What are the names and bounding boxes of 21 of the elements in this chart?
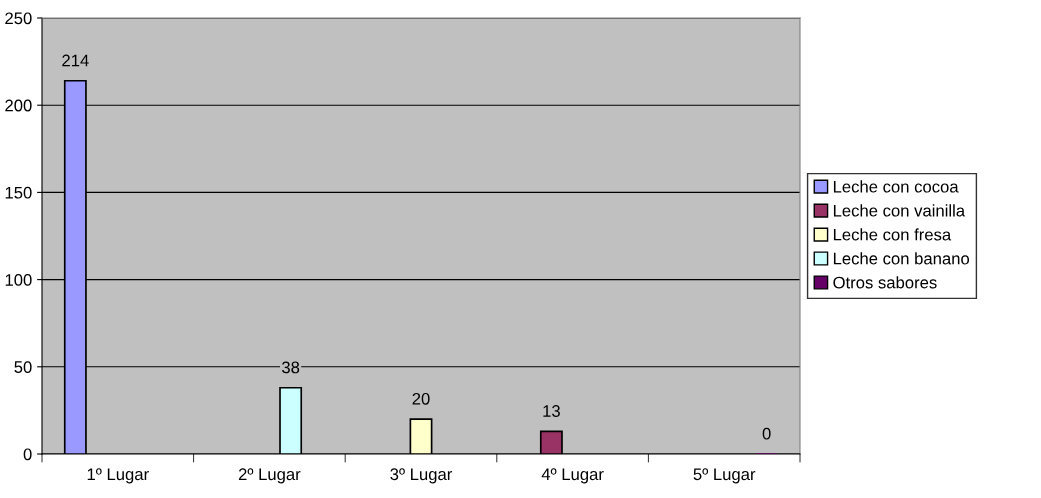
data-label: 20 bbox=[412, 392, 430, 405]
x-tick-label: 1º Lugar bbox=[87, 468, 149, 484]
x-tick-label: 4º Lugar bbox=[541, 468, 604, 484]
y-tick-label: 250 bbox=[5, 12, 32, 25]
data-label: 0 bbox=[762, 427, 771, 440]
legend-label: Leche con banano bbox=[833, 252, 970, 265]
x-tick-label: 5º Lugar bbox=[693, 468, 756, 484]
y-tick-label: 0 bbox=[23, 448, 32, 461]
data-label: 214 bbox=[62, 54, 89, 67]
x-tick-label: 2º Lugar bbox=[238, 468, 301, 484]
x-tick-label: 3º Lugar bbox=[390, 468, 453, 484]
y-tick-label: 100 bbox=[5, 274, 32, 286]
legend-label: Otros sabores bbox=[833, 276, 937, 289]
legend-label: Leche con fresa bbox=[833, 228, 952, 241]
legend-label: Leche con vainilla bbox=[833, 204, 966, 217]
y-tick-label: 50 bbox=[14, 361, 32, 373]
legend-label: Leche con cocoa bbox=[833, 180, 959, 193]
y-tick-label: 150 bbox=[5, 186, 32, 199]
data-label: 13 bbox=[543, 405, 560, 417]
y-tick-label: 200 bbox=[5, 99, 32, 112]
data-label: 38 bbox=[281, 361, 300, 374]
